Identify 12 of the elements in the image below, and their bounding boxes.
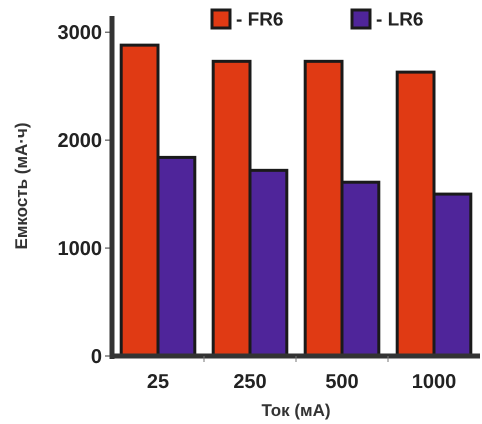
x-axis-title: Ток (мА) xyxy=(261,401,331,420)
x-tick-label: 500 xyxy=(325,371,359,393)
legend-label: - FR6 xyxy=(236,10,284,31)
x-tick-label: 1000 xyxy=(412,371,456,393)
y-tick-label: 0 xyxy=(90,346,102,368)
y-tick-label: 1000 xyxy=(58,238,102,260)
x-tick-label: 250 xyxy=(233,371,267,393)
x-tick-label: 25 xyxy=(146,371,170,393)
legend-label: - LR6 xyxy=(376,10,424,31)
y-tick-label: 2000 xyxy=(58,130,102,152)
y-tick-label: 3000 xyxy=(58,22,102,44)
y-axis-title: Емкость (мА·ч) xyxy=(12,122,31,250)
